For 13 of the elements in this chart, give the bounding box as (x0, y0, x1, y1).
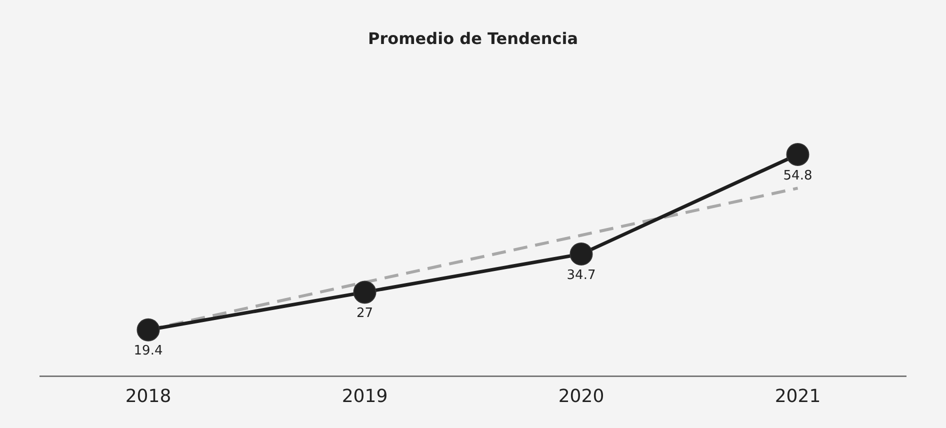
data-label: 34.7 (566, 268, 596, 283)
point (136, 318, 160, 342)
x-tick-label: 2021 (774, 386, 821, 407)
x-tick-label: 2019 (342, 386, 388, 407)
x-tick-label: 2020 (558, 386, 604, 407)
data-label: 54.8 (783, 168, 812, 184)
chart-title: Promedio de Tendencia (368, 28, 578, 48)
x-tick-label: 2018 (125, 386, 172, 407)
data-label: 27 (356, 306, 374, 322)
point (353, 280, 376, 304)
data-label: 19.4 (134, 344, 163, 359)
point (786, 142, 810, 166)
point (570, 242, 593, 266)
